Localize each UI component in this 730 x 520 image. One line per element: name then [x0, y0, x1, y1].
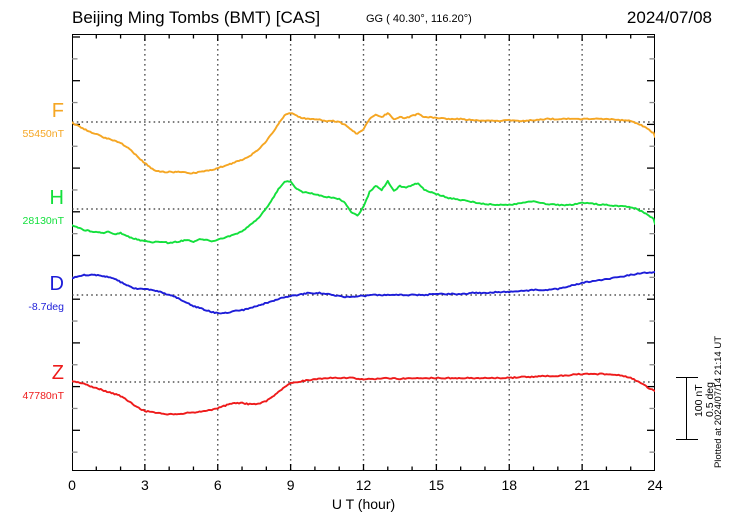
- trace-Z: [72, 372, 655, 416]
- trace-F: [72, 112, 655, 175]
- component-label-H: H: [49, 187, 64, 209]
- x-tick-label: 0: [68, 477, 76, 493]
- geographic-coordinates: GG ( 40.30°, 116.20°): [366, 13, 472, 25]
- magnetogram-canvas: [72, 34, 655, 471]
- x-tick-label: 21: [574, 477, 590, 493]
- x-axis-title: U T (hour): [331, 496, 396, 512]
- scale-bar-cap-bottom: [676, 439, 698, 441]
- component-baseline-D: -8.7deg: [28, 301, 64, 313]
- component-label-Z: Z: [51, 362, 64, 384]
- component-baseline-F: 55450nT: [22, 128, 64, 140]
- component-baseline-Z: 47780nT: [22, 390, 64, 402]
- trace-H: [72, 179, 655, 245]
- x-tick-label: 24: [647, 477, 663, 493]
- trace-D: [72, 271, 655, 315]
- x-tick-label: 9: [286, 477, 295, 493]
- x-tick-label: 3: [140, 477, 149, 493]
- x-tick-label: 15: [428, 477, 445, 493]
- plotted-at-timestamp: Plotted at 2024/07/14 21:14 UT: [713, 336, 724, 469]
- x-tick-label: 12: [355, 477, 372, 493]
- scale-bar-cap-top: [676, 377, 698, 379]
- component-baseline-H: 28130nT: [22, 215, 64, 227]
- component-label-D: D: [49, 273, 64, 295]
- x-tick-label: 18: [501, 477, 518, 493]
- observation-date: 2024/07/08: [626, 8, 712, 27]
- scale-bar-line: [686, 378, 688, 440]
- component-label-F: F: [51, 100, 64, 122]
- page-title: Beijing Ming Tombs (BMT) [CAS]: [72, 8, 321, 27]
- scale-bar-group: 100 nT 0.5 deg Plotted at 2024/07/14 21:…: [658, 330, 728, 490]
- x-tick-label: 6: [213, 477, 222, 493]
